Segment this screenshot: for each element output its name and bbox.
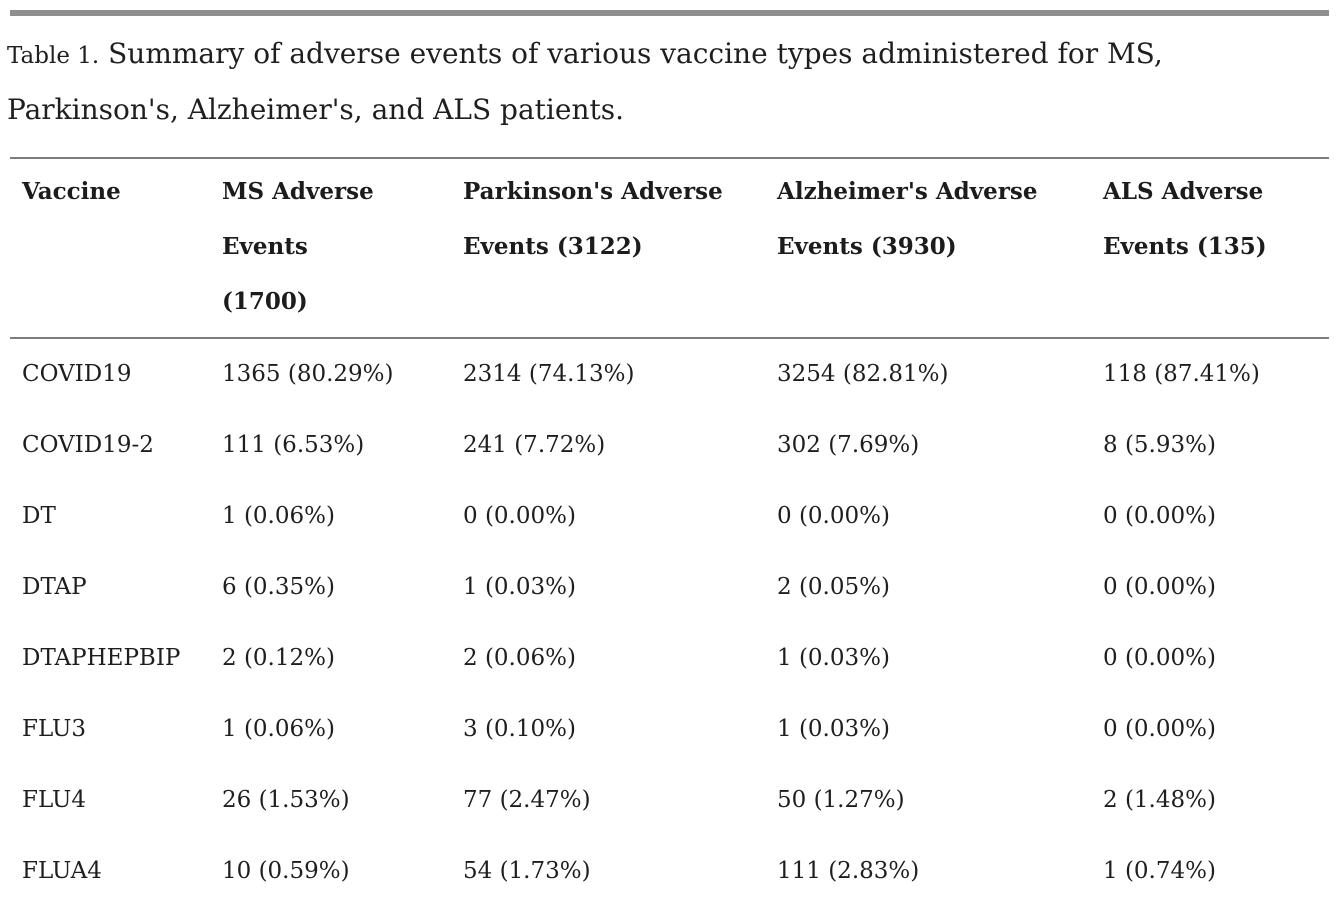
adverse-events-cell: 0 (0.00%) [1103,644,1216,671]
adverse-events-cell: 302 (7.69%) [777,431,920,458]
column-header-0: Vaccine [10,158,222,339]
adverse-events-cell: 3254 (82.81%) [777,361,949,387]
adverse-events-cell: 0 (0.00%) [1103,502,1216,529]
table-header: Vaccine MS Adverse Events (1700) Parkinson… [10,158,1329,339]
adverse-events-cell: 0 (0.00%) [463,502,576,529]
table-header-row: Vaccine MS Adverse Events (1700) Parkinson… [10,158,1329,339]
adverse-events-cell: 54 (1.73%) [463,857,591,884]
table-caption-label: Table 1. [7,43,100,69]
adverse-events-cell: 2314 (74.13%) [463,361,635,387]
column-header-label: Alzheimer's Adverse Events (3930) [777,178,1038,260]
adverse-events-cell: 1 (0.03%) [777,644,890,671]
adverse-events-cell: 6 (0.35%) [222,573,335,600]
adverse-events-cell: 1 (0.06%) [222,715,335,742]
adverse-events-cell: 2 (0.05%) [777,573,890,600]
adverse-events-cell: 50 (1.27%) [777,786,905,813]
adverse-events-cell: 8 (5.93%) [1103,431,1216,458]
table-row: COVID19-2 111 (6.53%) 241 (7.72%) 302 (7.69… [10,409,1329,480]
adverse-events-cell: 1 (0.74%) [1103,857,1216,884]
column-header-label: ALS Adverse Events (135) [1103,178,1267,260]
adverse-events-cell: 118 (87.41%) [1103,361,1260,387]
vaccine-name-cell: FLUA4 [22,857,102,884]
table-row: FLU4 26 (1.53%) 77 (2.47%) 50 (1.27%) 2 (1.4… [10,764,1329,835]
column-header-1: MS Adverse Events (1700) [222,158,463,339]
vaccine-name-cell: FLU3 [22,715,86,742]
adverse-events-cell: 3 (0.10%) [463,715,576,742]
vaccine-name-cell: DT [22,502,56,529]
column-header-2: Parkinson's Adverse Events (3122) [463,158,777,339]
column-header-label: MS Adverse Events (1700) [222,178,374,315]
vaccine-name-cell: DTAPHEPBIP [22,644,181,671]
column-header-label: Vaccine [22,178,121,205]
adverse-events-cell: 10 (0.59%) [222,857,350,884]
adverse-events-cell: 2 (0.06%) [463,644,576,671]
adverse-events-cell: 26 (1.53%) [222,786,350,813]
table-row: FLUA4 10 (0.59%) 54 (1.73%) 111 (2.83%) 1 (0… [10,835,1329,906]
adverse-events-cell: 1365 (80.29%) [222,361,394,387]
adverse-events-cell: 111 (6.53%) [222,431,365,458]
adverse-events-cell: 241 (7.72%) [463,431,606,458]
vaccine-name-cell: FLU4 [22,786,86,813]
adverse-events-cell: 77 (2.47%) [463,786,591,813]
column-header-label: Parkinson's Adverse Events (3122) [463,178,723,260]
adverse-events-cell: 1 (0.06%) [222,502,335,529]
vaccine-name-cell: DTAP [22,573,87,600]
adverse-events-table: Vaccine MS Adverse Events (1700) Parkinson… [10,157,1329,906]
table-row: COVID19 1365 (80.29%) 2314 (74.13%) 3254 (8… [10,338,1329,409]
table-caption-text: Summary of adverse events of various vac… [7,37,1163,126]
top-rule-bar [10,10,1329,16]
vaccine-name-cell: COVID19 [22,361,132,387]
table-body: COVID19 1365 (80.29%) 2314 (74.13%) 3254 (8… [10,338,1329,906]
adverse-events-cell: 1 (0.03%) [777,715,890,742]
table-row: DT 1 (0.06%) 0 (0.00%) 0 (0.00%) 0 (0.00%) [10,480,1329,551]
vaccine-name-cell: COVID19-2 [22,431,154,458]
adverse-events-cell: 111 (2.83%) [777,857,920,884]
adverse-events-cell: 1 (0.03%) [463,573,576,600]
adverse-events-cell: 0 (0.00%) [1103,715,1216,742]
adverse-events-cell: 2 (1.48%) [1103,786,1216,813]
adverse-events-cell: 0 (0.00%) [1103,573,1216,600]
adverse-events-cell: 2 (0.12%) [222,644,335,671]
table-row: DTAPHEPBIP 2 (0.12%) 2 (0.06%) 1 (0.03%) 0 (… [10,622,1329,693]
adverse-events-cell: 0 (0.00%) [777,502,890,529]
column-header-3: Alzheimer's Adverse Events (3930) [777,158,1103,339]
column-header-4: ALS Adverse Events (135) [1103,158,1329,339]
table-caption: Table 1. Summary of adverse events of va… [7,27,1182,136]
table-row: FLU3 1 (0.06%) 3 (0.10%) 1 (0.03%) 0 (0.00%) [10,693,1329,764]
table-row: DTAP 6 (0.35%) 1 (0.03%) 2 (0.05%) 0 (0.00%) [10,551,1329,622]
